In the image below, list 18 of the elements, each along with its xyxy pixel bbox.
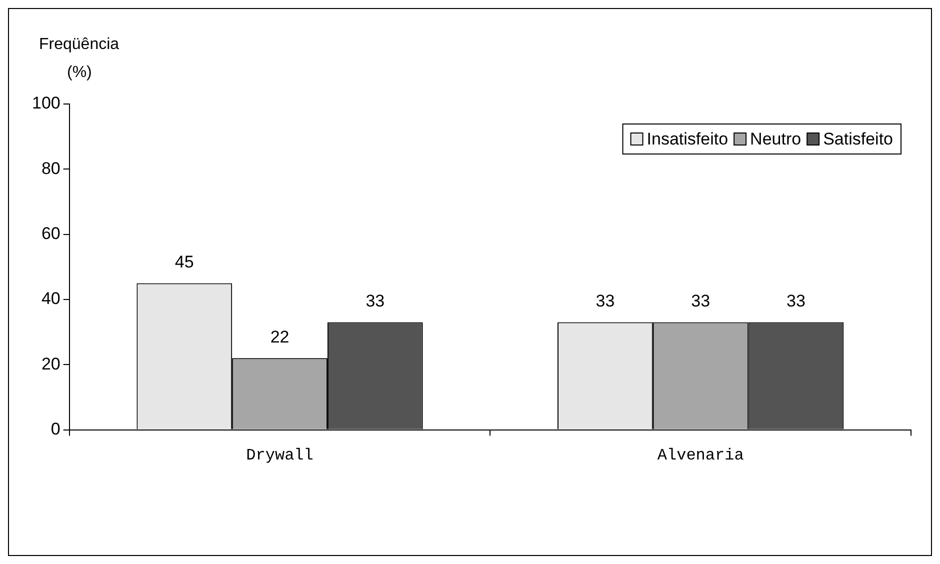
data-label: 33 <box>596 291 615 310</box>
data-label: 33 <box>691 291 710 310</box>
data-label: 22 <box>270 327 290 346</box>
legend-label: Insatisfeito <box>646 130 728 149</box>
y-axis-title: Freqüência (%) <box>39 36 120 81</box>
y-tick-label: 60 <box>41 224 60 244</box>
data-label: 33 <box>786 291 806 310</box>
y-tick-label: 100 <box>32 94 60 113</box>
data-label: 45 <box>174 252 194 272</box>
y-tick-label: 40 <box>41 289 60 308</box>
y-tick-label: 0 <box>50 419 60 438</box>
y-tick-label: 80 <box>41 158 60 178</box>
x-tick-label: Alvenaria <box>657 446 744 465</box>
legend-label: Neutro <box>750 130 802 149</box>
x-tick-label: Drywall <box>246 446 314 465</box>
legend-label: Satisfeito <box>823 130 894 149</box>
y-tick-label: 20 <box>41 354 60 374</box>
data-label: 33 <box>366 291 385 310</box>
